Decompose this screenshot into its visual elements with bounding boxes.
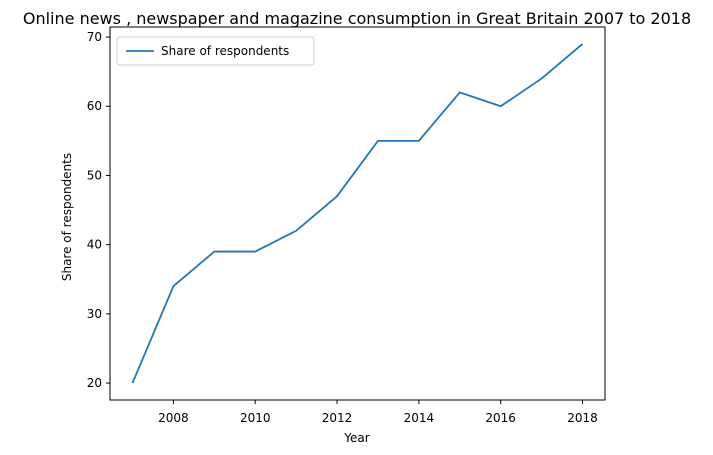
x-tick-label-2014: 2014	[404, 411, 435, 425]
plot-area-frame	[109, 26, 606, 401]
x-tick-label-2008: 2008	[158, 411, 189, 425]
x-tick-label-2018: 2018	[567, 411, 598, 425]
x-axis-ticks: 2008 2010 2012 2014 2016 2018	[158, 400, 598, 425]
x-tick-label-2016: 2016	[485, 411, 516, 425]
y-tick-label-50: 50	[87, 168, 102, 182]
y-tick-label-40: 40	[87, 238, 102, 252]
y-axis-ticks: 20 30 40 50 60 70	[87, 30, 110, 390]
legend: Share of respondents	[116, 36, 315, 66]
series-line-share-of-respondents	[131, 43, 584, 384]
y-tick-label-60: 60	[87, 99, 102, 113]
x-tick-label-2012: 2012	[322, 411, 353, 425]
y-tick-label-20: 20	[87, 376, 102, 390]
legend-box	[116, 36, 315, 66]
x-axis-label: Year	[343, 431, 369, 445]
legend-label: Share of respondents	[161, 44, 289, 58]
y-tick-label-30: 30	[87, 307, 102, 321]
chart-title: Online news , newspaper and magazine con…	[23, 9, 691, 28]
y-tick-label-70: 70	[87, 30, 102, 44]
y-axis-label: Share of respondents	[60, 153, 74, 281]
x-tick-label-2010: 2010	[240, 411, 271, 425]
